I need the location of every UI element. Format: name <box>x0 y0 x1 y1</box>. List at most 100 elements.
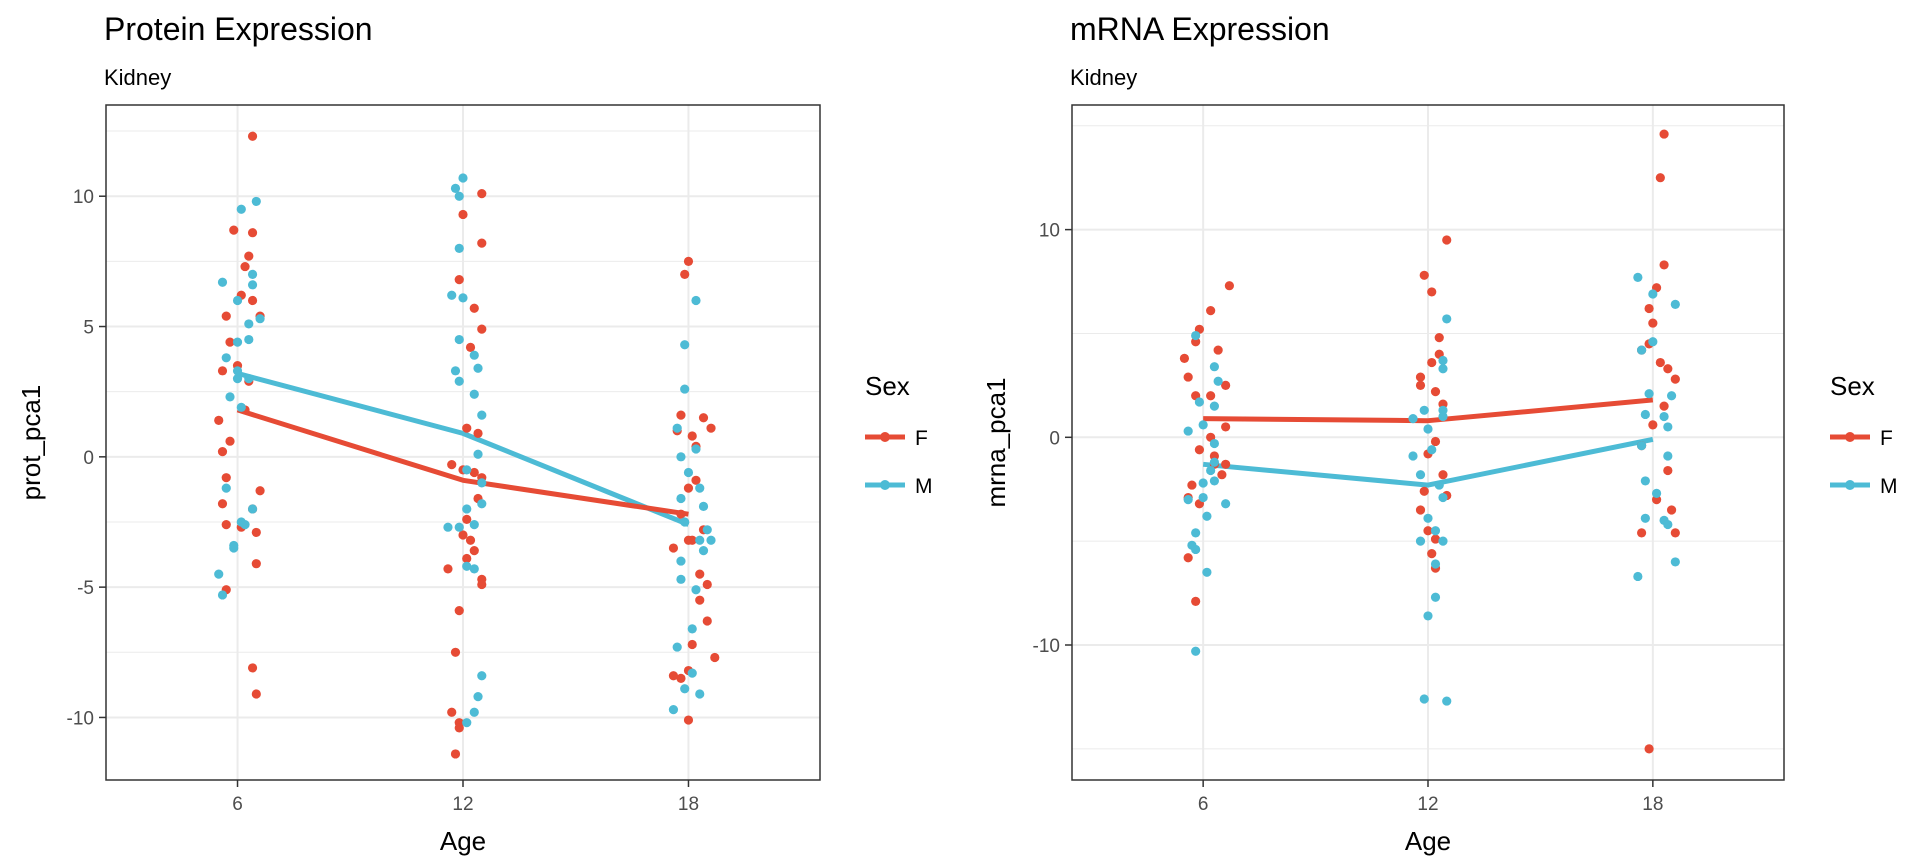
data-point-f <box>1637 528 1647 538</box>
data-point-f <box>458 530 468 540</box>
y-tick-label: 5 <box>83 318 94 339</box>
data-point-f <box>1415 372 1426 382</box>
legend-key-point <box>1845 432 1855 442</box>
data-point-f <box>1183 553 1193 563</box>
data-point-m <box>473 363 483 373</box>
data-point-m <box>217 277 228 287</box>
data-point-f <box>1206 306 1216 316</box>
data-point-f <box>221 519 231 530</box>
y-axis-title: mrna_pca1 <box>981 377 1011 507</box>
data-point-m <box>1408 414 1418 424</box>
data-point-m <box>695 535 705 545</box>
data-point-m <box>1670 557 1680 567</box>
data-point-m <box>1438 364 1448 374</box>
data-point-f <box>676 509 686 519</box>
data-point-f <box>1663 364 1673 374</box>
data-point-f <box>1659 129 1669 139</box>
data-point-f <box>695 569 705 579</box>
data-point-m <box>1637 441 1647 451</box>
data-point-f <box>710 652 720 663</box>
chart-subtitle: Kidney <box>1070 65 1137 90</box>
x-tick-label: 18 <box>1642 794 1663 815</box>
data-point-m <box>1633 272 1643 282</box>
data-point-m <box>217 590 228 600</box>
data-point-f <box>702 579 712 590</box>
data-point-m <box>1644 389 1654 399</box>
data-point-f <box>214 415 224 425</box>
data-point-f <box>1430 436 1441 447</box>
data-point-f <box>1663 465 1673 476</box>
x-axis-ticks: 6 12 18 <box>232 780 699 815</box>
data-point-m <box>458 293 468 303</box>
data-point-m <box>1423 513 1433 523</box>
data-point-m <box>1191 528 1201 538</box>
data-point-f <box>691 475 701 485</box>
data-point-m <box>450 366 461 376</box>
data-point-f <box>462 423 472 433</box>
data-point-f <box>240 261 250 272</box>
data-point-m <box>454 376 464 386</box>
data-point-m <box>458 173 468 183</box>
data-point-f <box>443 564 453 574</box>
data-point-m <box>1423 611 1433 621</box>
data-point-m <box>469 564 479 574</box>
data-point-m <box>1430 559 1441 569</box>
data-point-m <box>1209 401 1219 411</box>
data-points <box>1179 129 1680 754</box>
data-point-m <box>462 561 472 571</box>
data-point-m <box>1659 411 1669 422</box>
y-tick-label: 10 <box>73 187 94 208</box>
data-point-f <box>454 605 464 616</box>
data-point-m <box>1198 492 1208 503</box>
y-tick-label: 10 <box>1039 221 1060 242</box>
data-point-f <box>706 423 716 433</box>
data-point-f <box>1666 505 1677 515</box>
data-point-f <box>469 467 479 478</box>
data-point-f <box>1221 380 1231 390</box>
data-point-m <box>454 522 464 532</box>
data-point-f <box>687 431 697 441</box>
x-tick-label: 18 <box>678 794 699 815</box>
data-point-m <box>672 423 682 433</box>
data-point-m <box>1427 445 1437 455</box>
data-point-m <box>469 519 479 530</box>
data-point-m <box>221 483 231 493</box>
data-point-m <box>1209 476 1219 486</box>
y-axis-ticks: -10 -5 0 5 10 <box>67 187 106 729</box>
data-point-m <box>698 501 709 511</box>
data-point-m <box>687 624 697 634</box>
data-point-m <box>672 642 682 652</box>
data-point-f <box>687 639 697 650</box>
data-point-f <box>1659 260 1669 270</box>
data-point-m <box>1438 411 1448 422</box>
data-point-m <box>1633 571 1643 582</box>
data-point-m <box>1183 495 1193 505</box>
data-point-m <box>247 504 258 514</box>
x-tick-label: 6 <box>232 794 243 815</box>
x-axis-title: Age <box>1405 826 1451 856</box>
legend-key-point <box>1845 480 1855 490</box>
data-point-f <box>676 673 686 683</box>
data-point-f <box>225 436 235 446</box>
data-point-f <box>683 256 694 266</box>
data-point-m <box>676 493 686 504</box>
data-point-m <box>1663 451 1673 461</box>
data-point-f <box>1427 357 1437 368</box>
data-point-f <box>1415 380 1426 390</box>
y-tick-label: -10 <box>67 708 94 729</box>
data-point-f <box>447 460 457 470</box>
data-point-f <box>1415 505 1426 515</box>
grid-lines <box>106 105 820 780</box>
data-point-f <box>221 473 231 483</box>
data-point-m <box>1670 299 1680 309</box>
data-point-f <box>251 559 261 569</box>
data-point-f <box>698 413 709 423</box>
data-point-f <box>668 543 679 553</box>
data-point-f <box>477 324 487 334</box>
data-point-m <box>1651 488 1662 498</box>
data-point-m <box>695 689 705 699</box>
data-point-f <box>469 546 479 556</box>
data-point-f <box>1213 345 1223 355</box>
y-tick-label: 0 <box>83 448 94 469</box>
data-point-m <box>1415 536 1426 546</box>
